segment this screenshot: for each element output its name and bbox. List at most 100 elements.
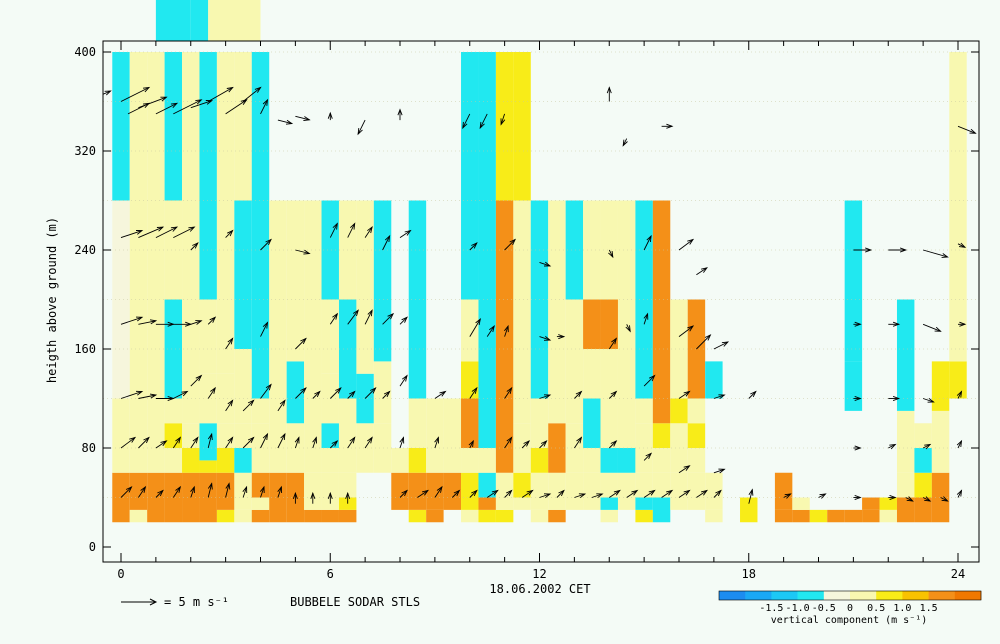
heatmap-cell [304,200,322,300]
wind-vector [504,238,517,251]
heatmap-cell [216,299,235,374]
colorbar-segment [928,591,956,600]
heatmap-cell [513,200,531,424]
heatmap-cell [234,52,252,201]
heatmap-cell [617,398,636,448]
heatmap-cell [373,299,392,362]
wind-vector [713,394,726,400]
heatmap-cell [530,472,549,510]
heatmap-cell [234,423,252,448]
wind-vector [292,491,298,504]
wind-vector [504,489,513,498]
wind-vector [922,443,932,450]
wind-vector [486,325,495,337]
wind-vector [172,436,182,449]
wind-vector [888,443,897,450]
heatmap-cell [286,448,305,473]
wind-vector [625,324,631,333]
wind-vector [956,489,963,498]
wind-vector [295,249,311,255]
wind-vector [399,489,408,498]
heatmap-cell [548,472,566,510]
wind-vector [364,309,373,325]
heatmap-cell [740,497,758,523]
heatmap-cell [600,472,618,498]
heatmap-cell [896,410,915,449]
wind-vector [260,321,269,337]
heatmap-cell [513,497,531,510]
wind-vector [138,485,147,498]
wind-vector [277,432,286,449]
wind-vector [207,482,213,498]
wind-scale-arrow [121,598,158,606]
heatmap-cell [652,472,671,498]
wind-vector [207,432,213,449]
wind-vector [295,115,311,121]
wind-vector [242,436,255,449]
heatmap-cell [844,200,863,362]
heatmap-cell [827,509,845,523]
heatmap-cell [234,448,252,473]
colorbar-segment [823,591,851,600]
axis-ticks: 0 80 160 240 320 400 0 6 12 18 24 [74,41,979,581]
plot-frame [102,40,980,563]
wind-vector [469,242,478,251]
heatmap-cell [216,52,235,201]
wind-vector [434,390,447,399]
heatmap-cell [635,497,653,510]
heatmap-cell [199,472,217,523]
wind-vector [120,390,144,399]
heatmap-cell [896,448,915,473]
heatmap-cell [914,423,932,448]
heatmap-cell [530,509,549,523]
wind-vector [905,496,914,502]
colorbar-segment [850,591,877,600]
wind-vector [574,390,583,399]
wind-vector [888,395,901,402]
heatmap-cell [670,398,688,424]
wind-vector [783,493,792,499]
heatmap-cell [234,509,252,523]
wind-vector [574,436,583,449]
heatmap-cell [356,423,374,448]
heatmap-cell [670,448,688,473]
wind-vector [382,390,391,399]
wind-vector [155,102,179,115]
colorbar-tick-label: -1.0 [786,603,810,614]
heatmap-cell [513,423,531,473]
wind-vector [173,99,203,115]
wind-vector [678,325,695,337]
wind-vector [138,436,150,449]
heatmap-cell [251,398,270,424]
heatmap-cell [164,200,183,300]
heatmap-cell [652,448,671,473]
heatmap-cell [321,448,339,473]
heatmap-cell [182,200,200,300]
heatmap-cell [112,200,130,399]
heatmap-cell [182,423,200,448]
wind-vector [661,489,674,498]
heatmap-cell [478,448,496,473]
heatmap-cell [652,423,671,448]
wind-vector [190,436,199,449]
wind-vector [120,436,137,449]
heatmap-cell [408,200,427,399]
y-tick-label: 400 [74,45,96,59]
heatmap-cell [949,361,967,399]
heatmap-cell [321,373,339,424]
wind-vector [521,489,534,498]
heatmap-cell [164,52,183,201]
heatmap-cell [931,398,950,411]
wind-vector [696,334,712,350]
wind-vector [451,489,461,498]
heatmap-cell [147,398,165,448]
wind-vector [357,119,366,136]
heatmap-cell [687,349,706,399]
heatmap-top-band [155,0,261,41]
wind-vector [713,489,722,498]
heatmap-cell [216,472,235,510]
wind-vector [591,493,604,499]
wind-vector [399,374,408,387]
wind-vector [260,98,269,115]
heatmap-cell [129,398,148,473]
